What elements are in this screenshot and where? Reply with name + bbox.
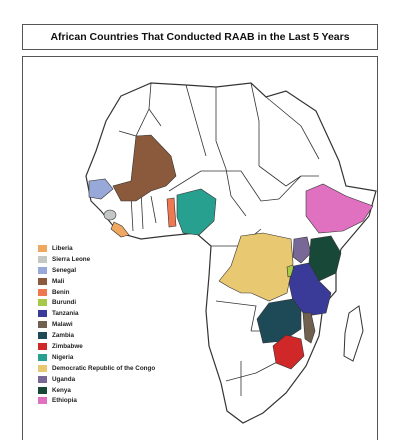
legend-item-benin: Benin bbox=[38, 287, 155, 298]
country-senegal bbox=[88, 178, 114, 200]
legend-swatch bbox=[38, 397, 47, 405]
legend-swatch bbox=[38, 353, 47, 361]
legend-label: Kenya bbox=[52, 386, 71, 394]
legend-label: Burundi bbox=[52, 299, 77, 307]
country-mali bbox=[112, 134, 177, 202]
country-benin bbox=[166, 197, 177, 228]
legend-label: Tanzania bbox=[52, 310, 79, 318]
legend-label: Zambia bbox=[52, 332, 75, 340]
madagascar bbox=[343, 305, 364, 362]
country-ethiopia bbox=[305, 183, 374, 234]
legend-swatch bbox=[38, 386, 47, 394]
country-nigeria bbox=[176, 188, 217, 236]
legend-item-malawi: Malawi bbox=[38, 319, 155, 330]
legend-item-zimbabwe: Zimbabwe bbox=[38, 341, 155, 352]
map-title: African Countries That Conducted RAAB in… bbox=[50, 31, 350, 43]
legend-item-zambia: Zambia bbox=[38, 330, 155, 341]
legend-item-uganda: Uganda bbox=[38, 374, 155, 385]
legend-label: Malawi bbox=[52, 321, 73, 329]
country-malawi bbox=[302, 312, 316, 344]
legend-swatch bbox=[38, 266, 47, 274]
legend-label: Mali bbox=[52, 277, 65, 285]
legend-swatch bbox=[38, 255, 47, 263]
country-uganda bbox=[292, 236, 312, 264]
legend-item-ethiopia: Ethiopia bbox=[38, 395, 155, 406]
africa-map bbox=[85, 82, 377, 424]
title-box: African Countries That Conducted RAAB in… bbox=[22, 24, 378, 50]
country-zimbabwe bbox=[272, 334, 305, 370]
legend-item-kenya: Kenya bbox=[38, 385, 155, 396]
legend-swatch bbox=[38, 310, 47, 318]
country-tanzania bbox=[288, 262, 332, 317]
legend-label: Sierra Leone bbox=[52, 255, 91, 263]
legend-item-nigeria: Nigeria bbox=[38, 352, 155, 363]
legend-swatch bbox=[38, 288, 47, 296]
country-drc bbox=[218, 232, 294, 302]
country-zambia bbox=[256, 298, 302, 344]
legend-swatch bbox=[38, 244, 47, 252]
legend-swatch bbox=[38, 375, 47, 383]
legend-swatch bbox=[38, 364, 47, 372]
legend-swatch bbox=[38, 321, 47, 329]
legend-swatch bbox=[38, 277, 47, 285]
legend-label: Liberia bbox=[52, 244, 73, 252]
country-liberia bbox=[110, 221, 130, 238]
legend-item-sierra-leone: Sierra Leone bbox=[38, 254, 155, 265]
legend-label: Benin bbox=[52, 288, 70, 296]
legend-item-burundi: Burundi bbox=[38, 297, 155, 308]
legend-swatch bbox=[38, 332, 47, 340]
map-frame bbox=[22, 56, 378, 440]
country-sierra-leone bbox=[103, 209, 117, 221]
legend-label: Senegal bbox=[52, 266, 77, 274]
legend-item-mali: Mali bbox=[38, 276, 155, 287]
map-legend: Liberia Sierra Leone Senegal Mali Benin … bbox=[38, 243, 155, 406]
legend-label: Ethiopia bbox=[52, 397, 77, 405]
legend-item-drc: Democratic Republic of the Congo bbox=[38, 363, 155, 374]
legend-label: Democratic Republic of the Congo bbox=[52, 364, 156, 372]
legend-swatch bbox=[38, 299, 47, 307]
legend-item-tanzania: Tanzania bbox=[38, 308, 155, 319]
legend-label: Nigeria bbox=[52, 353, 74, 361]
legend-swatch bbox=[38, 342, 47, 350]
legend-label: Zimbabwe bbox=[52, 342, 83, 350]
legend-label: Uganda bbox=[52, 375, 76, 383]
legend-item-liberia: Liberia bbox=[38, 243, 155, 254]
legend-item-senegal: Senegal bbox=[38, 265, 155, 276]
